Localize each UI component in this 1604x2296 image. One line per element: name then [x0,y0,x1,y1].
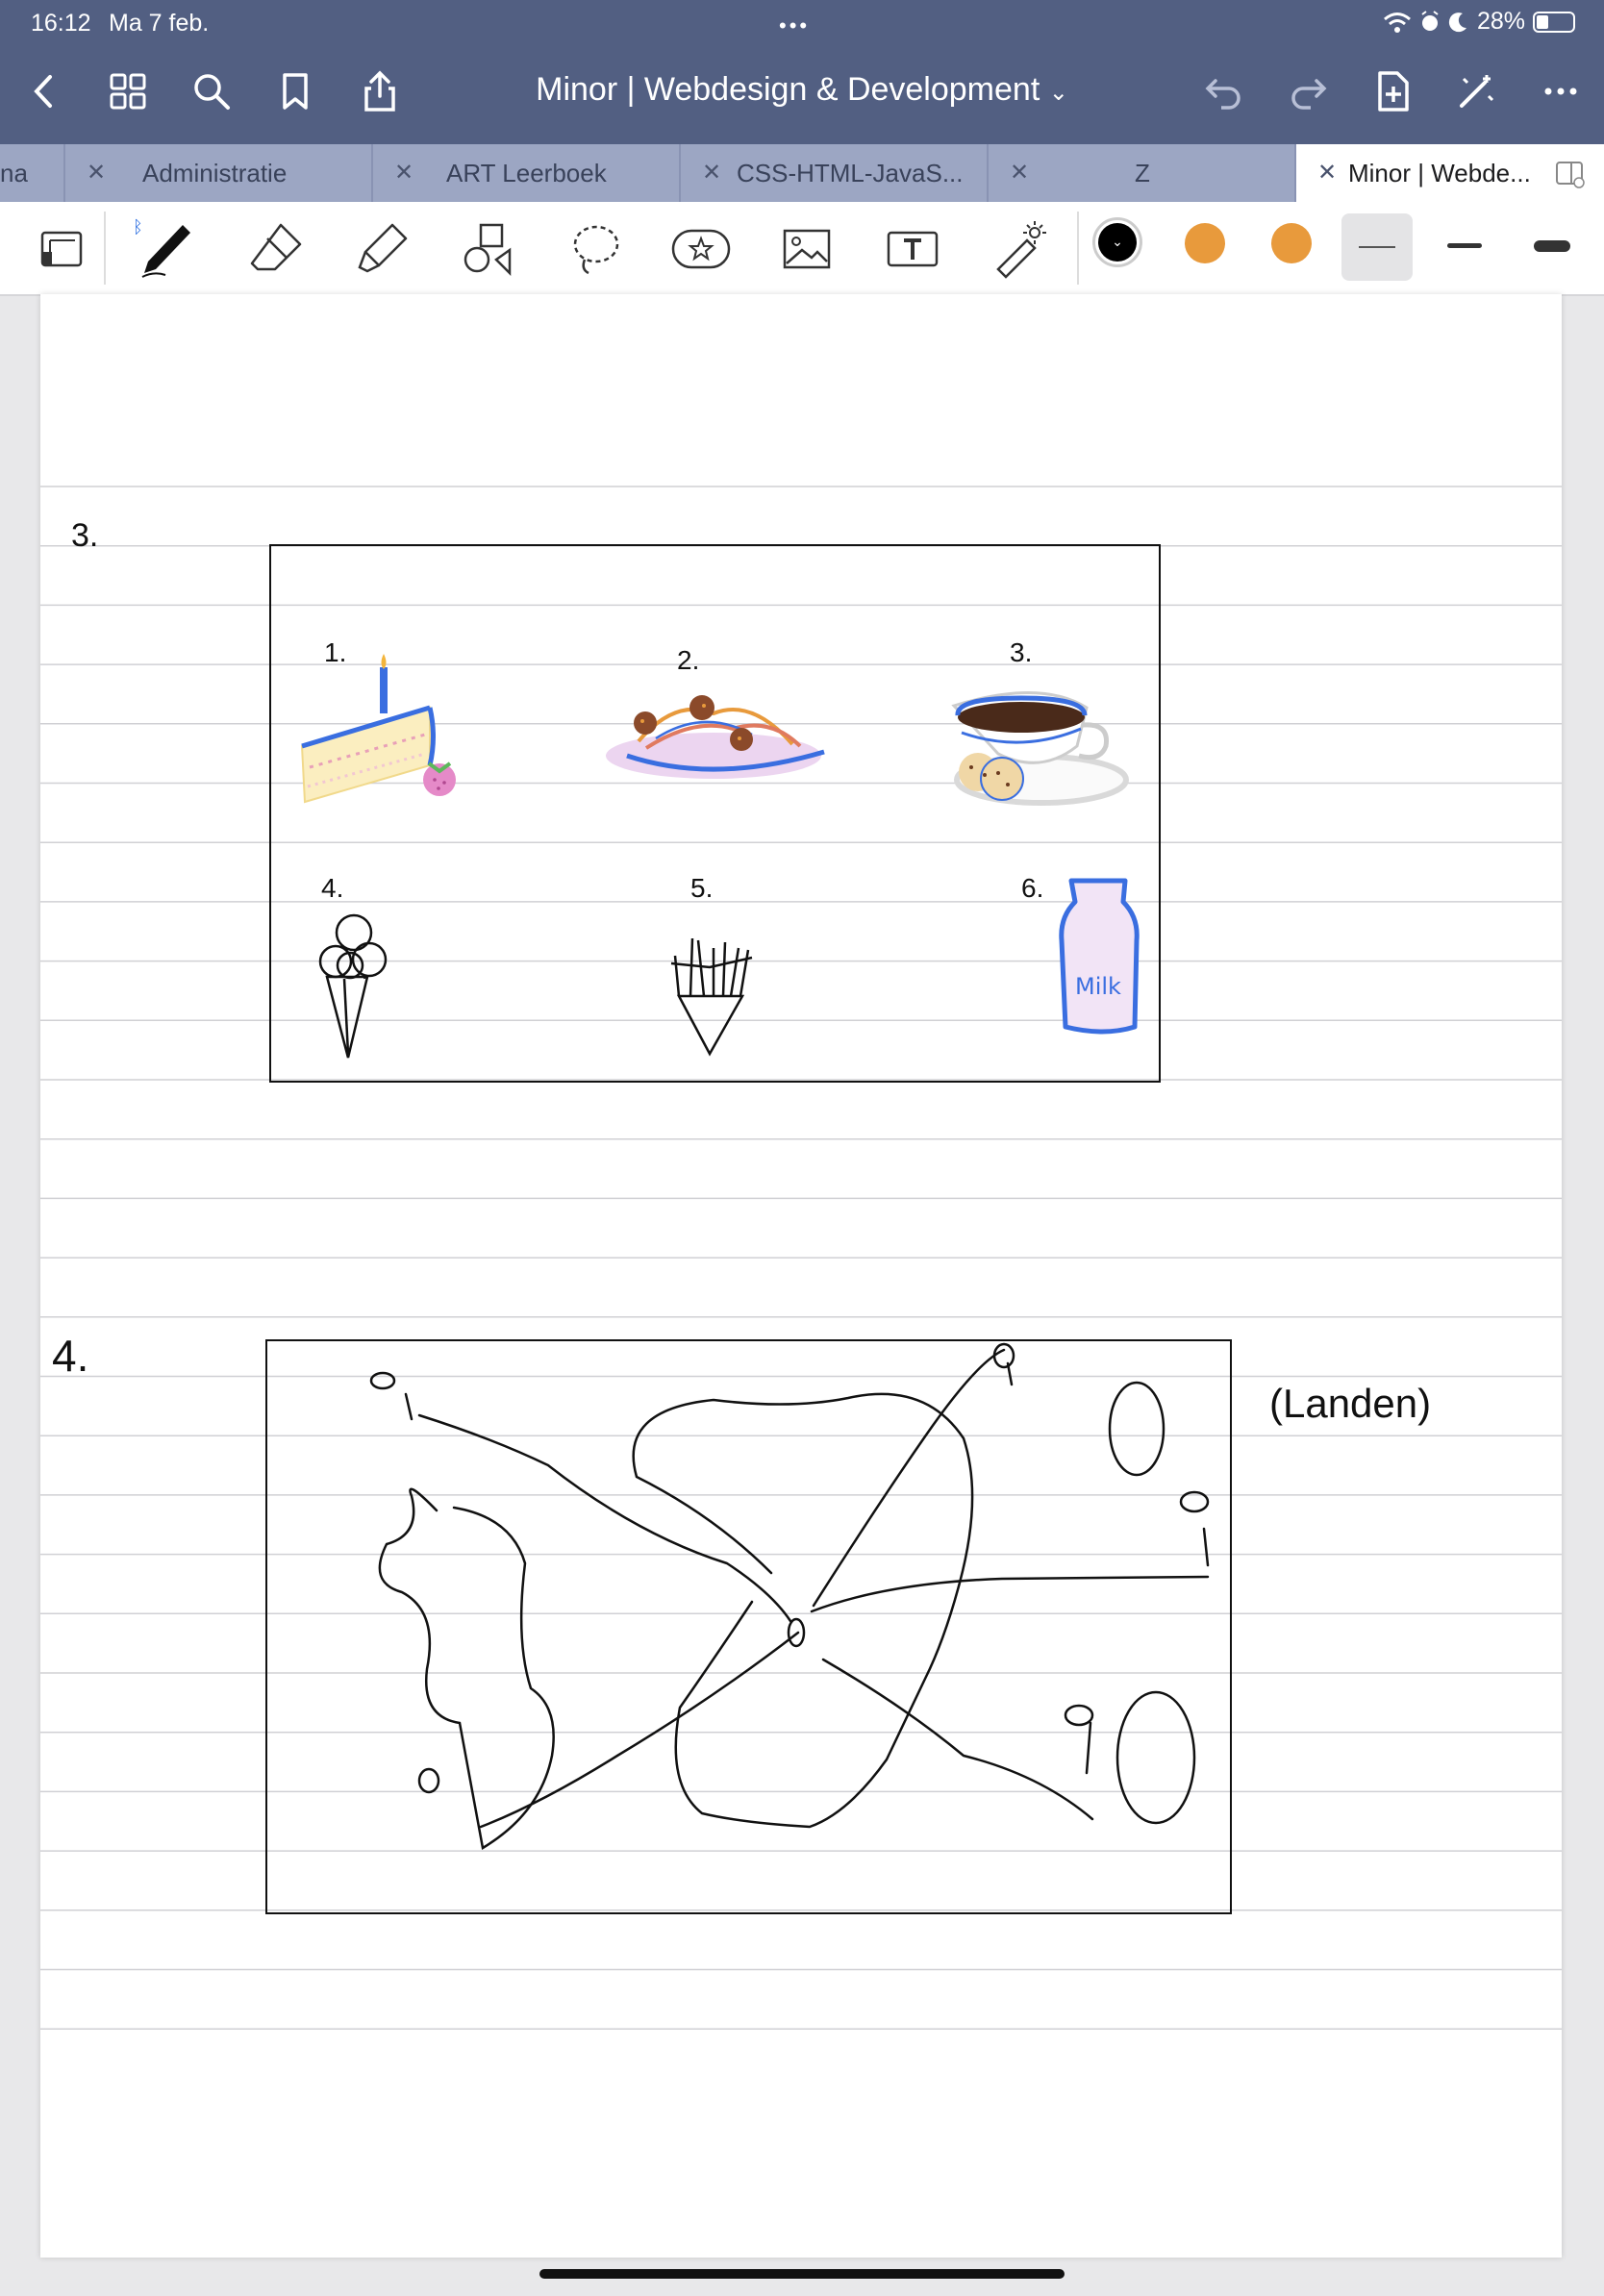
food-number-5: 5. [690,873,713,903]
section-number-3: 3. [71,517,98,554]
close-icon[interactable]: ✕ [1317,160,1338,186]
pen-tool-icon[interactable]: ᛒ [133,215,200,283]
coffee-sticker[interactable] [951,691,1129,806]
tab-label: Z [1135,159,1150,187]
tab-administratie[interactable]: ✕ Administratie [65,144,373,202]
fries-drawing [670,937,753,1057]
tab-label: Administratie [142,159,288,187]
lasso-icon[interactable] [562,215,629,283]
wifi-icon [1383,12,1411,33]
document-title-text[interactable]: Minor | Webdesign & Development [536,71,1040,108]
split-view-icon[interactable] [1554,158,1587,190]
tab-minor-webdesign[interactable]: ✕ Minor | Webde... [1296,144,1604,202]
notebook-page[interactable]: 3. 1. 2. 3. 4. 5. 6. [40,294,1562,2258]
food-number-2: 2. [677,645,699,675]
cake-sticker[interactable] [300,654,456,804]
status-right: 28% [1383,8,1575,36]
tab-css-html-javascript[interactable]: ✕ CSS-HTML-JavaS... [681,144,989,202]
landen-box [265,1339,1232,1914]
shapes-icon[interactable] [454,215,521,283]
more-options-icon[interactable] [1537,67,1585,115]
sticker-icon[interactable] [667,215,735,283]
search-icon[interactable] [188,67,236,115]
redo-icon[interactable] [1284,67,1332,115]
countries-sketch [369,1342,1210,1850]
tab-bar: na ✕ Administratie ✕ ART Leerboek ✕ CSS-HTM… [0,144,1604,202]
close-icon[interactable]: ✕ [1010,160,1030,186]
tab-label: Minor | Webde... [1348,159,1531,187]
magic-pen-icon[interactable] [1452,67,1500,115]
section-number-4: 4. [52,1331,88,1381]
svg-text:ᛒ: ᛒ [133,217,143,237]
drawing-toolbar: ᛒ ⌄ [0,202,1604,296]
bookmark-icon[interactable] [271,67,319,115]
back-chevron-icon[interactable] [19,67,67,115]
spaghetti-sticker[interactable] [606,695,825,779]
close-icon[interactable]: ✕ [394,160,414,186]
stroke-medium-button[interactable] [1447,243,1482,248]
moon-icon [1448,12,1466,32]
color-swatch-orange-2[interactable] [1271,223,1312,263]
milk-label: Milk [1075,973,1121,1000]
text-box-icon[interactable] [879,215,946,283]
page-layout-icon[interactable] [29,215,96,283]
food-number-4: 4. [321,873,343,903]
tab-label: na [0,159,28,187]
battery-percentage: 28% [1476,8,1525,35]
chevron-down-icon: ⌄ [1098,223,1137,262]
status-time: 16:12 [31,10,91,37]
landen-annotation: (Landen) [1269,1381,1431,1426]
milk-bottle-sticker[interactable]: Milk [1059,878,1140,1035]
undo-icon[interactable] [1200,67,1248,115]
share-icon[interactable] [356,67,404,115]
chevron-down-icon[interactable]: ⌄ [1048,80,1068,106]
toolbar-divider [104,212,106,285]
close-icon[interactable]: ✕ [87,160,107,186]
food-box [269,544,1161,1083]
status-date: Ma 7 feb. [109,10,210,37]
food-number-3: 3. [1010,637,1032,667]
stroke-thick-button[interactable] [1534,240,1570,252]
close-icon[interactable]: ✕ [702,160,722,186]
multitasking-dots[interactable]: ••• [779,13,811,37]
tab-z[interactable]: ✕ Z [989,144,1296,202]
tab-label: ART Leerboek [446,159,607,187]
eraser-icon[interactable] [242,215,310,283]
document-title[interactable]: Minor | Webdesign & Development ⌄ [0,71,1604,109]
status-bar: 16:12 Ma 7 feb. ••• 28% [0,0,1604,48]
tab-na[interactable]: na [0,144,65,202]
toolbar-divider [1077,212,1079,285]
highlighter-icon[interactable] [348,215,415,283]
image-icon[interactable] [773,215,840,283]
food-number-1: 1. [324,637,346,667]
tab-label: CSS-HTML-JavaS... [737,159,964,187]
color-swatch-black[interactable]: ⌄ [1092,217,1142,267]
battery-icon [1533,11,1575,33]
ice-cream-drawing [318,913,388,1059]
grid-view-icon[interactable] [104,67,152,115]
stroke-thin-button[interactable] [1341,213,1413,281]
tab-art-leerboek[interactable]: ✕ ART Leerboek [373,144,681,202]
alarm-icon [1421,10,1439,31]
color-swatch-orange[interactable] [1185,223,1225,263]
ruled-lines [40,486,1562,2030]
home-indicator[interactable] [539,2269,1065,2279]
add-page-icon[interactable] [1368,67,1416,115]
food-number-6: 6. [1021,873,1043,903]
laser-pointer-icon[interactable] [985,215,1052,283]
page-canvas[interactable]: 3. 1. 2. 3. 4. 5. 6. [40,294,1562,2258]
document-header: Minor | Webdesign & Development ⌄ [0,48,1604,144]
